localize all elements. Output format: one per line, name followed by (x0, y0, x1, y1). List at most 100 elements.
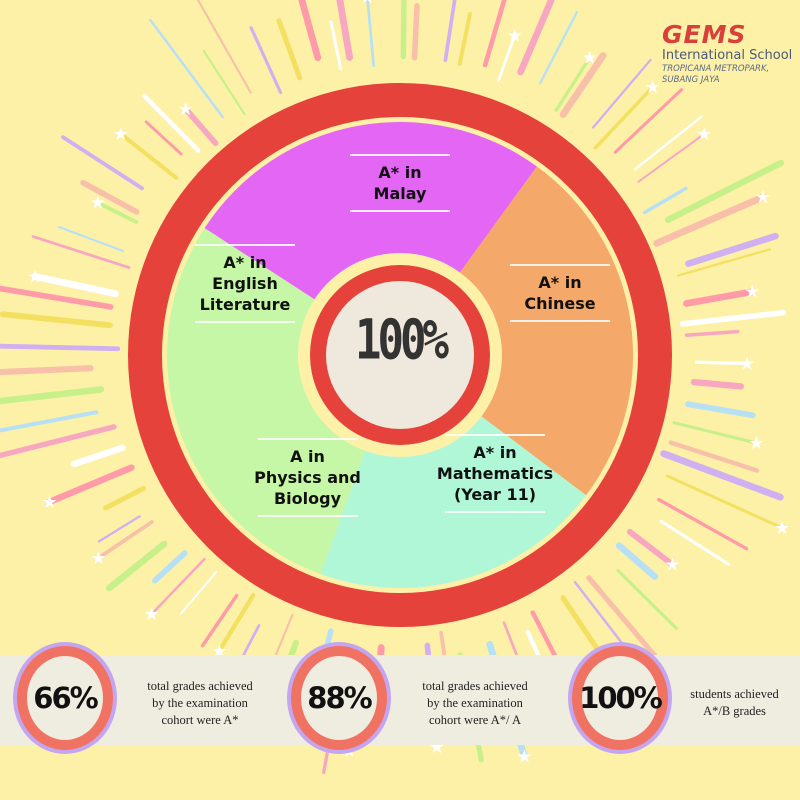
firework-ray (695, 360, 749, 366)
firework-ray (665, 474, 784, 530)
firework-ray (97, 515, 141, 543)
firework-ray (586, 575, 662, 664)
firework-ray (0, 424, 117, 459)
firework-ray (149, 18, 225, 119)
firework-ray (664, 159, 785, 224)
firework-ray (46, 464, 135, 506)
pie-segment (400, 166, 634, 496)
firework-ray (151, 550, 188, 584)
firework-ray (539, 11, 579, 85)
firework-ray (482, 0, 507, 68)
firework-ray (298, 0, 322, 62)
firework-ray (657, 497, 749, 551)
firework-ray (31, 235, 131, 269)
firework-ray (96, 520, 154, 560)
firework-ray (182, 106, 219, 147)
logo-location-1: TROPICANA METROPARK, (662, 64, 770, 74)
stat-description-2: total grades achieved by the examination c… (422, 679, 528, 727)
firework-ray (593, 85, 655, 150)
firework-ray (616, 568, 679, 631)
firework-ray (592, 58, 652, 129)
school-logo: GEMS International School TROPICANA METR… (662, 22, 792, 86)
firework-ray (329, 20, 343, 71)
firework-ray (457, 11, 472, 67)
firework-ray (217, 593, 256, 654)
star-icon: ★ (755, 187, 771, 208)
firework-ray (196, 0, 252, 94)
stat-description-3: students achieved A*/B grades (690, 687, 779, 718)
star-icon: ★ (27, 266, 43, 287)
star-icon: ★ (739, 354, 755, 375)
star-icon: ★ (664, 555, 680, 576)
firework-ray (0, 343, 121, 352)
stat-circle-2: 88% (287, 642, 391, 754)
star-icon: ★ (42, 492, 58, 513)
firework-ray (61, 135, 144, 191)
firework-ray (554, 56, 592, 112)
firework-ray (684, 329, 740, 337)
firework-ray (679, 309, 787, 327)
firework-ray (336, 0, 354, 61)
star-icon: ★ (90, 193, 106, 214)
firework-ray (660, 450, 784, 501)
firework-ray (0, 386, 105, 405)
firework-ray (118, 131, 179, 180)
stat-circle-1: 66% (13, 642, 117, 754)
firework-ray (677, 248, 772, 277)
star-icon: ★ (113, 124, 129, 145)
star-icon: ★ (774, 518, 790, 539)
star-icon: ★ (645, 77, 661, 98)
firework-ray (0, 311, 113, 329)
center-value: 100% (355, 308, 449, 373)
firework-ray (634, 115, 703, 171)
stat-circle-3: 100% (568, 642, 672, 754)
firework-ray (0, 365, 94, 376)
firework-ray (105, 540, 168, 592)
firework-ray (0, 410, 99, 433)
firework-ray (668, 440, 760, 473)
firework-ray (685, 401, 756, 419)
star-icon: ★ (748, 433, 764, 454)
firework-ray (653, 193, 767, 247)
segment-label-mathematics: A* in Mathematics (Year 11) (420, 428, 570, 519)
stat-description-1: total grades achieved by the examination c… (147, 679, 253, 727)
firework-ray (144, 120, 183, 156)
logo-subtitle: International School (662, 48, 793, 63)
pie-segment (204, 122, 537, 355)
firework-ray (103, 485, 146, 511)
firework-ray (179, 570, 218, 615)
firework-ray (690, 378, 745, 390)
segment-label-english-literature: A* in English Literature (185, 238, 305, 329)
firework-ray (642, 186, 688, 215)
segment-label-malay: A* in Malay (330, 148, 470, 218)
firework-ray (626, 528, 676, 568)
firework-ray (672, 421, 759, 445)
firework-ray (58, 225, 125, 253)
firework-ray (559, 52, 607, 118)
segment-label-physics-biology: A in Physics and Biology (240, 432, 375, 523)
firework-ray (443, 0, 457, 63)
segment-label-chinese: A* in Chinese (495, 258, 625, 328)
firework-ray (613, 88, 684, 154)
firework-ray (202, 49, 246, 116)
star-icon: ★ (696, 124, 712, 145)
firework-ray (200, 593, 239, 648)
logo-wordmark: GEMS (662, 20, 747, 49)
firework-ray (573, 580, 626, 648)
firework-ray (411, 3, 420, 61)
firework-ray (615, 542, 659, 580)
firework-ray (685, 232, 779, 267)
firework-ray (366, 0, 376, 68)
firework-ray (95, 200, 139, 225)
firework-ray (0, 285, 114, 310)
center-disc (326, 281, 474, 429)
star-icon: ★ (185, 0, 201, 2)
star-icon: ★ (448, 0, 464, 2)
firework-ray (142, 93, 201, 153)
firework-ray (497, 34, 517, 82)
firework-ray (80, 179, 140, 215)
star-icon: ★ (507, 26, 523, 47)
firework-ray (273, 613, 294, 660)
firework-ray (683, 288, 756, 307)
